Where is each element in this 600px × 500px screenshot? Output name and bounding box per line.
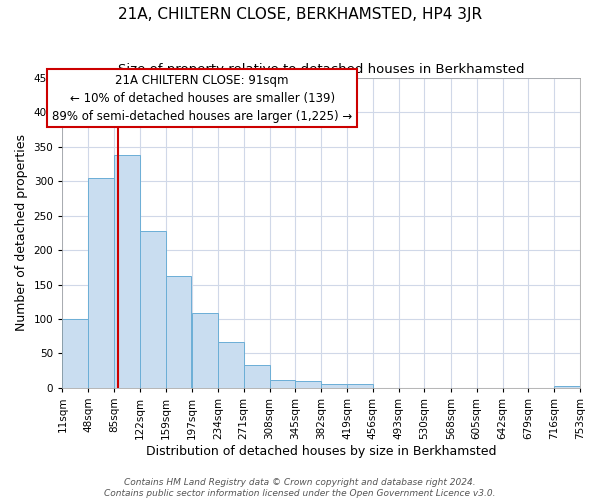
Bar: [244, 365, 269, 388]
Y-axis label: Number of detached properties: Number of detached properties: [15, 134, 28, 332]
Bar: [347, 384, 373, 388]
Text: 21A, CHILTERN CLOSE, BERKHAMSTED, HP4 3JR: 21A, CHILTERN CLOSE, BERKHAMSTED, HP4 3J…: [118, 8, 482, 22]
Bar: [140, 231, 166, 388]
Bar: [554, 386, 580, 388]
Text: Contains HM Land Registry data © Crown copyright and database right 2024.
Contai: Contains HM Land Registry data © Crown c…: [104, 478, 496, 498]
Bar: [321, 384, 347, 388]
Title: Size of property relative to detached houses in Berkhamsted: Size of property relative to detached ho…: [118, 62, 524, 76]
Bar: [166, 276, 191, 388]
Text: 21A CHILTERN CLOSE: 91sqm
← 10% of detached houses are smaller (139)
89% of semi: 21A CHILTERN CLOSE: 91sqm ← 10% of detac…: [52, 74, 352, 122]
Bar: [192, 313, 218, 388]
Bar: [88, 178, 114, 388]
Bar: [114, 155, 140, 388]
Bar: [269, 380, 295, 388]
X-axis label: Distribution of detached houses by size in Berkhamsted: Distribution of detached houses by size …: [146, 444, 496, 458]
Bar: [218, 342, 244, 388]
Bar: [62, 319, 88, 388]
Bar: [295, 381, 321, 388]
